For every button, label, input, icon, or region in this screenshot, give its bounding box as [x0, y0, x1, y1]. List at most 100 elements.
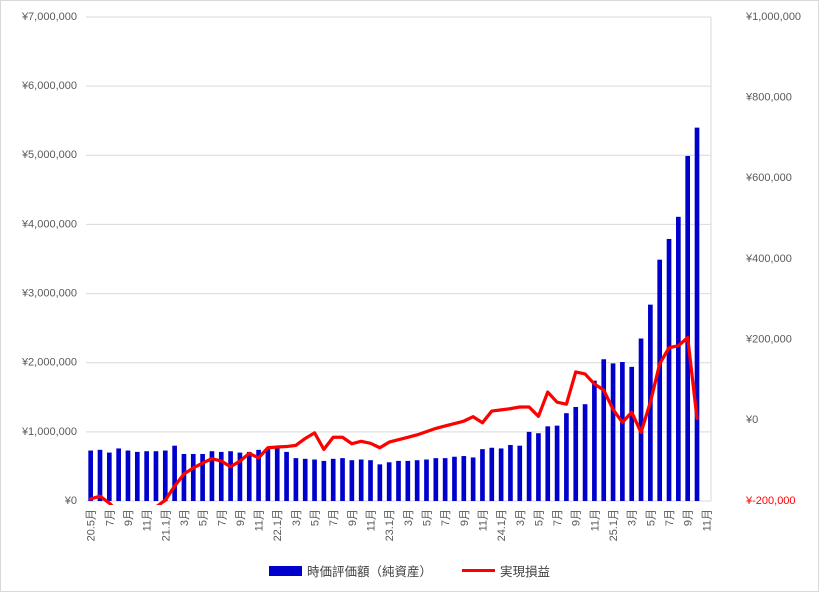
x-axis-label: 11月 — [142, 509, 154, 531]
bar-2023-05 — [424, 459, 429, 501]
x-axis-label: 7月 — [440, 509, 452, 526]
x-axis-label: 24.1月 — [496, 509, 508, 541]
x-axis-label: 7月 — [328, 509, 340, 526]
bar-2020-07 — [106, 452, 112, 501]
bar-2024-08 — [564, 413, 569, 501]
x-axis-label: 9月 — [571, 509, 583, 526]
legend-label-market-value: 時価評価額（純資産） — [306, 565, 432, 579]
bar-2021-03 — [181, 453, 187, 501]
x-axis-label: 23.1月 — [384, 509, 396, 541]
bar-2022-09 — [349, 460, 355, 501]
x-axis-label: 11月 — [701, 509, 713, 531]
x-axis-label: 9月 — [347, 509, 359, 526]
bar-2022-11 — [368, 460, 373, 501]
bar-2021-10 — [246, 451, 252, 501]
x-axis-label: 3月 — [291, 509, 303, 526]
bar-2024-10 — [582, 404, 588, 501]
y-axis-label-left: ¥4,000,000 — [21, 218, 77, 230]
bar-2025-02 — [620, 362, 625, 501]
bar-2023-10 — [470, 457, 476, 501]
x-axis-label: 22.1月 — [272, 509, 284, 541]
bar-2020-06 — [97, 449, 103, 501]
bar-2024-01 — [498, 448, 504, 501]
bar-2022-03 — [293, 458, 299, 501]
x-axis-label: 11月 — [477, 509, 489, 531]
bar-2021-12 — [265, 447, 271, 501]
bar-2021-01 — [162, 450, 168, 501]
y-axis-label-left: ¥0 — [64, 495, 77, 507]
bar-2022-06 — [321, 460, 327, 501]
bar-2022-01 — [274, 447, 280, 501]
y-axis-label-right: ¥400,000 — [745, 253, 792, 265]
x-axis-label: 9月 — [123, 509, 135, 526]
x-axis-label: 25.1月 — [608, 509, 620, 541]
bar-2024-06 — [545, 426, 551, 501]
bar-2023-06 — [433, 458, 439, 501]
bar-2023-02 — [396, 460, 401, 501]
legend-item-realized-pnl: 実現損益 — [462, 561, 550, 580]
bar-2025-03 — [629, 366, 635, 501]
bar-2023-04 — [414, 460, 420, 501]
bar-2025-01 — [610, 363, 616, 501]
y-axis-label-right: ¥800,000 — [745, 92, 792, 104]
y-axis-label-left: ¥3,000,000 — [21, 287, 77, 299]
x-axis-label: 7月 — [104, 509, 116, 526]
bar-2024-05 — [536, 433, 541, 501]
bar-2020-09 — [125, 450, 131, 501]
bar-2022-02 — [284, 451, 289, 501]
legend-item-market-value: 時価評価額（純資産） — [268, 561, 432, 580]
x-axis-label: 3月 — [179, 509, 191, 526]
bar-2021-07 — [218, 451, 224, 501]
bar-2025-08 — [676, 216, 681, 501]
bar-series-swatch-icon — [268, 565, 302, 576]
line-series-swatch-icon — [462, 568, 495, 573]
bar-2021-04 — [190, 453, 196, 501]
legend: 時価評価額（純資産） 実現損益 — [1, 561, 818, 580]
bar-2020-05 — [88, 450, 93, 501]
realized-pnl-line — [89, 336, 699, 505]
x-axis-label: 11月 — [589, 509, 601, 531]
y-axis-label-left: ¥1,000,000 — [21, 426, 77, 438]
y-axis-label-left: ¥6,000,000 — [21, 80, 77, 92]
bar-2022-08 — [340, 458, 345, 501]
bar-2025-04 — [638, 338, 644, 501]
y-axis-label-right: ¥600,000 — [745, 172, 792, 184]
bar-2020-12 — [153, 451, 159, 501]
x-axis-label: 7月 — [552, 509, 564, 526]
bar-2021-08 — [228, 451, 233, 501]
x-axis-label: 9月 — [235, 509, 247, 526]
bar-2025-07 — [666, 238, 672, 501]
bar-2023-09 — [461, 456, 467, 501]
y-axis-label-right: ¥200,000 — [745, 334, 792, 346]
bar-2025-06 — [657, 259, 663, 501]
y-axis-label-right: ¥0 — [745, 414, 758, 426]
bar-2024-02 — [508, 444, 513, 501]
bar-2024-03 — [517, 445, 523, 501]
bar-2022-07 — [330, 458, 336, 501]
bar-2023-08 — [452, 456, 457, 501]
bar-2024-12 — [601, 359, 607, 501]
x-axis-label: 3月 — [515, 509, 527, 526]
x-axis-label: 5月 — [310, 509, 322, 526]
bar-2023-01 — [386, 462, 392, 501]
bar-2023-11 — [480, 449, 485, 501]
x-axis-label: 9月 — [459, 509, 471, 526]
bar-2020-10 — [134, 451, 140, 501]
bar-2021-02 — [172, 445, 177, 501]
bar-2022-10 — [358, 459, 364, 501]
y-axis-label-right: ¥-200,000 — [745, 495, 796, 507]
x-axis-label: 5月 — [421, 509, 433, 526]
x-axis-label: 5月 — [645, 509, 657, 526]
bar-2022-04 — [302, 458, 308, 501]
bar-2021-05 — [200, 453, 205, 501]
y-axis-label-left: ¥2,000,000 — [21, 357, 77, 369]
legend-label-realized-pnl: 実現損益 — [500, 565, 551, 579]
x-axis-label: 9月 — [683, 509, 695, 526]
bar-2022-05 — [312, 459, 317, 501]
x-axis-label: 5月 — [198, 509, 210, 526]
x-axis-label: 5月 — [533, 509, 545, 526]
y-axis-label-left: ¥5,000,000 — [21, 149, 77, 161]
bar-2023-03 — [405, 460, 411, 501]
bar-2021-11 — [256, 449, 261, 501]
